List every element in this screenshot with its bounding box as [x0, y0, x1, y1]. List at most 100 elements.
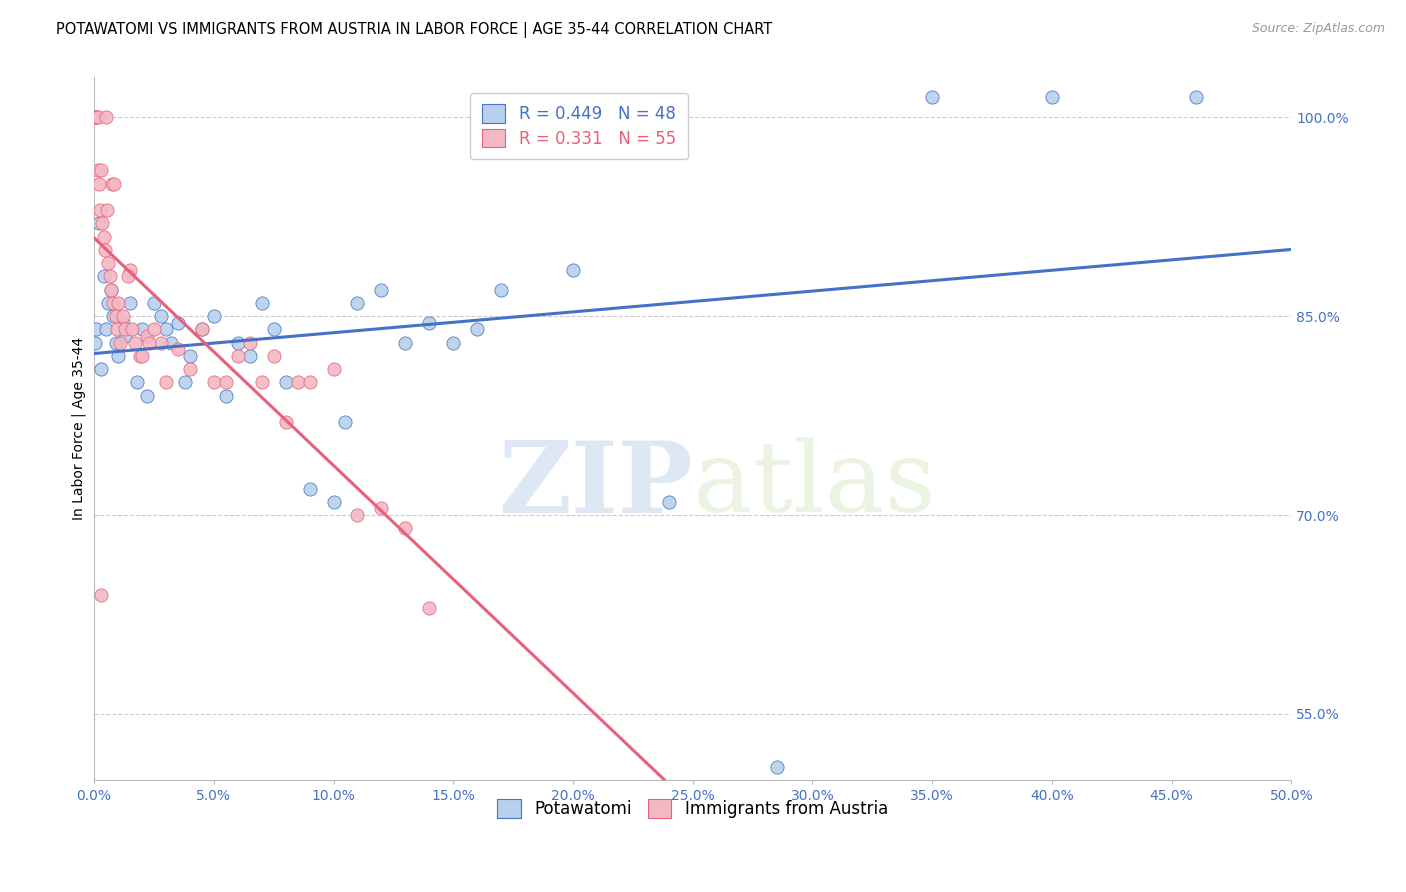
- Point: [93, 269, 115, 284]
- Point: [418, 601, 440, 615]
- Point: [394, 521, 416, 535]
- Point: [87, 177, 110, 191]
- Point: [167, 316, 190, 330]
- Point: [562, 262, 585, 277]
- Point: [87, 216, 110, 230]
- Point: [155, 376, 177, 390]
- Point: [202, 309, 225, 323]
- Point: [110, 335, 132, 350]
- Point: [117, 269, 139, 284]
- Point: [150, 309, 173, 323]
- Point: [418, 316, 440, 330]
- Point: [298, 482, 321, 496]
- Point: [263, 349, 285, 363]
- Point: [111, 309, 134, 323]
- Text: atlas: atlas: [693, 437, 935, 533]
- Point: [226, 349, 249, 363]
- Point: [101, 177, 124, 191]
- Point: [322, 495, 344, 509]
- Point: [86, 110, 108, 124]
- Point: [104, 335, 127, 350]
- Point: [90, 588, 112, 602]
- Point: [124, 335, 146, 350]
- Point: [142, 322, 165, 336]
- Point: [131, 349, 153, 363]
- Point: [93, 229, 115, 244]
- Point: [128, 349, 150, 363]
- Point: [89, 202, 111, 217]
- Point: [84, 110, 107, 124]
- Point: [97, 296, 120, 310]
- Text: ZIP: ZIP: [498, 436, 693, 533]
- Point: [370, 501, 392, 516]
- Point: [658, 495, 681, 509]
- Point: [441, 335, 464, 350]
- Point: [94, 110, 117, 124]
- Point: [103, 296, 125, 310]
- Point: [215, 376, 238, 390]
- Point: [322, 362, 344, 376]
- Point: [100, 283, 122, 297]
- Point: [103, 177, 125, 191]
- Point: [335, 415, 357, 429]
- Point: [263, 322, 285, 336]
- Point: [191, 322, 214, 336]
- Point: [159, 335, 181, 350]
- Point: [191, 322, 214, 336]
- Point: [346, 296, 368, 310]
- Point: [250, 376, 273, 390]
- Point: [274, 415, 297, 429]
- Point: [87, 163, 110, 178]
- Point: [921, 90, 943, 104]
- Point: [114, 322, 136, 336]
- Point: [179, 362, 201, 376]
- Point: [167, 343, 190, 357]
- Point: [239, 335, 262, 350]
- Legend: Potawatomi, Immigrants from Austria: Potawatomi, Immigrants from Austria: [491, 793, 894, 825]
- Point: [215, 389, 238, 403]
- Point: [135, 389, 157, 403]
- Point: [142, 296, 165, 310]
- Point: [104, 309, 127, 323]
- Point: [465, 322, 488, 336]
- Point: [86, 110, 108, 124]
- Point: [138, 335, 160, 350]
- Point: [127, 376, 149, 390]
- Point: [1040, 90, 1063, 104]
- Point: [155, 322, 177, 336]
- Point: [90, 362, 112, 376]
- Point: [94, 322, 117, 336]
- Point: [489, 283, 512, 297]
- Point: [118, 296, 141, 310]
- Point: [274, 376, 297, 390]
- Point: [100, 283, 122, 297]
- Point: [91, 216, 114, 230]
- Point: [226, 335, 249, 350]
- Point: [111, 316, 134, 330]
- Point: [118, 262, 141, 277]
- Point: [370, 283, 392, 297]
- Point: [96, 202, 118, 217]
- Point: [86, 322, 108, 336]
- Point: [98, 269, 121, 284]
- Point: [765, 760, 787, 774]
- Point: [84, 335, 107, 350]
- Point: [150, 335, 173, 350]
- Point: [97, 256, 120, 270]
- Point: [107, 296, 129, 310]
- Point: [107, 349, 129, 363]
- Point: [298, 376, 321, 390]
- Y-axis label: In Labor Force | Age 35-44: In Labor Force | Age 35-44: [72, 337, 86, 520]
- Point: [1184, 90, 1206, 104]
- Text: POTAWATOMI VS IMMIGRANTS FROM AUSTRIA IN LABOR FORCE | AGE 35-44 CORRELATION CHA: POTAWATOMI VS IMMIGRANTS FROM AUSTRIA IN…: [56, 22, 772, 38]
- Point: [90, 163, 112, 178]
- Point: [135, 329, 157, 343]
- Point: [287, 376, 309, 390]
- Point: [179, 349, 201, 363]
- Point: [121, 322, 143, 336]
- Point: [86, 110, 108, 124]
- Point: [202, 376, 225, 390]
- Point: [103, 309, 125, 323]
- Point: [105, 322, 128, 336]
- Text: Source: ZipAtlas.com: Source: ZipAtlas.com: [1251, 22, 1385, 36]
